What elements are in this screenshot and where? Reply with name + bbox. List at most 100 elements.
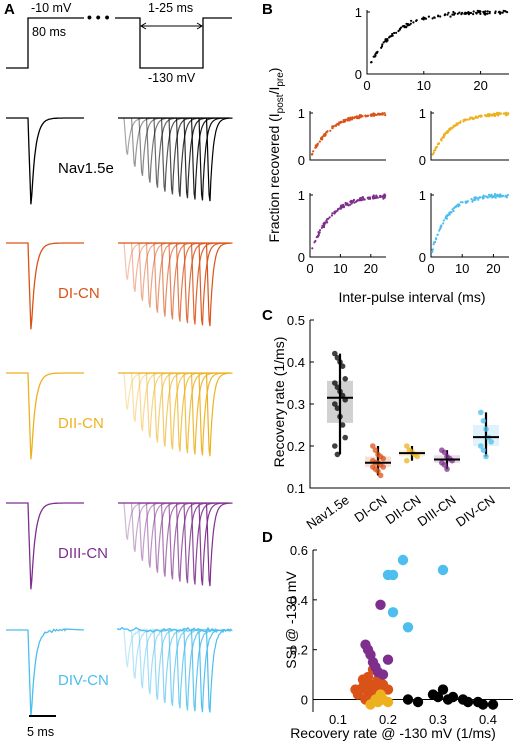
x-tick-label: 10 bbox=[333, 261, 347, 276]
recovery-point bbox=[459, 121, 462, 124]
recovery-point bbox=[312, 150, 315, 153]
recovery-point bbox=[346, 203, 349, 206]
recovery-point bbox=[389, 35, 392, 38]
recovery-point bbox=[318, 140, 321, 143]
recovery-point bbox=[384, 114, 387, 117]
recovery-point bbox=[457, 204, 460, 207]
recovery-point bbox=[440, 224, 443, 227]
y-tick-label: 0.1 bbox=[287, 481, 305, 496]
trace-recovery-4 bbox=[145, 628, 173, 695]
recovery-point bbox=[370, 61, 373, 64]
recovery-point bbox=[367, 197, 370, 200]
recovery-point bbox=[486, 196, 489, 199]
recovery-point bbox=[499, 11, 502, 14]
trace-recovery-4 bbox=[145, 372, 173, 438]
y-tick-label: 0 bbox=[419, 153, 426, 168]
recovery-point bbox=[359, 198, 362, 201]
box-point bbox=[480, 447, 487, 454]
recovery-point bbox=[350, 199, 353, 202]
recovery-point bbox=[432, 243, 435, 246]
trace-recovery-10 bbox=[190, 242, 218, 325]
trace-recovery-10 bbox=[190, 628, 218, 712]
recovery-point bbox=[313, 241, 316, 244]
y-tick-label: 1 bbox=[419, 188, 426, 203]
box-point bbox=[478, 409, 484, 416]
box-group: DIV-CN bbox=[453, 409, 499, 530]
trace-recovery-9 bbox=[183, 628, 211, 711]
recovery-point bbox=[336, 208, 340, 211]
recovery-point bbox=[431, 153, 434, 156]
y-tick-label: 0.5 bbox=[287, 313, 305, 328]
recovery-point bbox=[433, 241, 436, 244]
recovery-point bbox=[361, 196, 364, 199]
trace-recovery-2 bbox=[130, 628, 158, 679]
recovery-point bbox=[479, 10, 482, 13]
x-tick-label: 10 bbox=[455, 261, 469, 276]
recovery-point bbox=[334, 210, 337, 214]
recovery-subplot: 01 bbox=[298, 106, 387, 168]
recovery-point bbox=[505, 111, 508, 114]
box-point bbox=[337, 413, 343, 420]
recovery-point bbox=[447, 11, 450, 14]
trace-recovery-10 bbox=[190, 372, 218, 455]
trace-group-nav15e: Nav1.5e bbox=[6, 117, 233, 205]
y-tick-label: 0.6 bbox=[290, 543, 308, 558]
recovery-point bbox=[379, 194, 382, 197]
recovery-point bbox=[449, 15, 452, 18]
recovery-point bbox=[473, 117, 476, 120]
recovery-point bbox=[373, 114, 376, 117]
scatter-series bbox=[402, 684, 499, 710]
recovery-point bbox=[383, 112, 386, 115]
panel-d-ylabel: SSI @ -130 mV bbox=[283, 571, 299, 669]
y-tick-label: 0.4 bbox=[290, 593, 308, 608]
box-point bbox=[441, 462, 448, 468]
recovery-point bbox=[475, 11, 478, 14]
recovery-point bbox=[442, 219, 445, 222]
box-point bbox=[483, 453, 489, 460]
scatter-series bbox=[382, 554, 449, 633]
box-point bbox=[334, 384, 341, 391]
recovery-point bbox=[395, 31, 398, 34]
scatter-point bbox=[447, 691, 459, 703]
recovery-subplot: 010 10 20 bbox=[419, 188, 509, 276]
recovery-point bbox=[374, 54, 377, 57]
recovery-point bbox=[471, 200, 474, 203]
x-tick-label: 0 bbox=[427, 261, 434, 276]
trace-recovery-2 bbox=[130, 242, 158, 292]
recovery-point bbox=[482, 10, 485, 13]
panel-d-ssi-scatter: 0 0.2 0.4 0.6 0.1 0.2 0.3 0.4 bbox=[290, 543, 513, 727]
recovery-point bbox=[454, 124, 457, 127]
recovery-point bbox=[452, 10, 455, 14]
recovery-point bbox=[323, 132, 326, 136]
recovery-point bbox=[449, 127, 452, 130]
recovery-point bbox=[443, 14, 446, 17]
recovery-point bbox=[376, 113, 379, 116]
recovery-subplot: 010 10 20 bbox=[298, 188, 387, 276]
recovery-point bbox=[503, 112, 506, 115]
box-point bbox=[342, 434, 349, 441]
recovery-point bbox=[369, 113, 372, 116]
y-tick-label: 0 bbox=[298, 250, 305, 265]
scatter-series bbox=[360, 599, 394, 680]
recovery-point bbox=[398, 27, 402, 30]
recovery-point bbox=[502, 9, 505, 12]
recovery-point bbox=[440, 139, 443, 142]
trace-group-dii-cn: DII-CN bbox=[6, 372, 233, 460]
recovery-point bbox=[382, 41, 385, 44]
trace-recovery-6 bbox=[160, 628, 188, 704]
recovery-point bbox=[328, 216, 331, 219]
trace-recovery-6 bbox=[160, 372, 188, 447]
recovery-point bbox=[499, 193, 502, 196]
recovery-point bbox=[381, 43, 384, 46]
recovery-point bbox=[486, 10, 489, 13]
recovery-point bbox=[480, 115, 483, 118]
recovery-point bbox=[321, 224, 324, 227]
axes bbox=[366, 10, 509, 75]
scatter-point bbox=[402, 694, 414, 705]
recovery-point bbox=[372, 55, 375, 58]
trace-single bbox=[6, 117, 84, 205]
protocol-duration: 80 ms bbox=[32, 25, 66, 39]
